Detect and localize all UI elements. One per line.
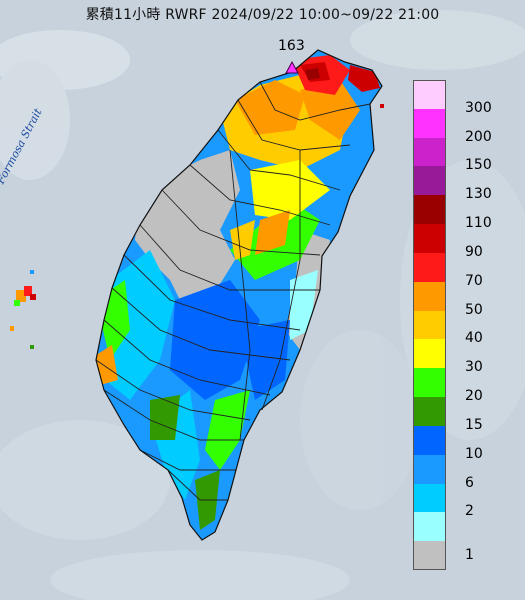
- legend-label: 15: [465, 416, 483, 433]
- legend-swatch: [413, 368, 446, 398]
- legend-swatch: [413, 339, 446, 369]
- legend-swatch: [413, 80, 446, 110]
- legend-label: 6: [465, 474, 474, 491]
- legend-swatch: [413, 166, 446, 196]
- legend-swatch: [413, 454, 446, 485]
- legend-label: 200: [465, 128, 492, 145]
- peak-value-label: 163: [278, 38, 305, 54]
- penghu-islands: [10, 270, 36, 349]
- legend-swatch: [413, 541, 446, 571]
- color-legend: 300 200 150 130 110 90 70 50 40 30 20 15 10 6 2 1: [413, 80, 513, 571]
- legend-swatch: [413, 224, 446, 254]
- legend-label: 70: [465, 272, 483, 289]
- legend-label: 20: [465, 388, 483, 405]
- legend-swatch: [413, 281, 446, 312]
- coastline: [95, 49, 383, 541]
- legend-swatch: [413, 425, 446, 456]
- legend-label: 40: [465, 330, 483, 347]
- legend-swatch: [413, 310, 446, 340]
- legend-swatch: [413, 252, 446, 283]
- legend-swatch: [413, 483, 446, 513]
- legend-swatch: [413, 397, 446, 427]
- legend-label: 30: [465, 359, 483, 376]
- legend-label: 50: [465, 301, 483, 318]
- legend-label: 110: [465, 215, 492, 232]
- legend-label: 300: [465, 99, 492, 116]
- triangle-marker: [285, 60, 299, 74]
- legend-swatch: [413, 512, 446, 542]
- legend-label: 130: [465, 186, 492, 203]
- legend-swatch: [413, 195, 446, 225]
- legend-label: 150: [465, 157, 492, 174]
- legend-label: 10: [465, 445, 483, 462]
- map-title: 累積11小時 RWRF 2024/09/22 10:00~09/22 21:00: [85, 7, 440, 23]
- offshore-cell: [380, 104, 384, 108]
- county-boundaries: [95, 81, 371, 501]
- legend-label: 90: [465, 243, 483, 260]
- legend-label: 1: [465, 546, 474, 563]
- legend-swatch: [413, 137, 446, 167]
- legend-label: 2: [465, 503, 474, 520]
- legend-swatch: [413, 108, 446, 139]
